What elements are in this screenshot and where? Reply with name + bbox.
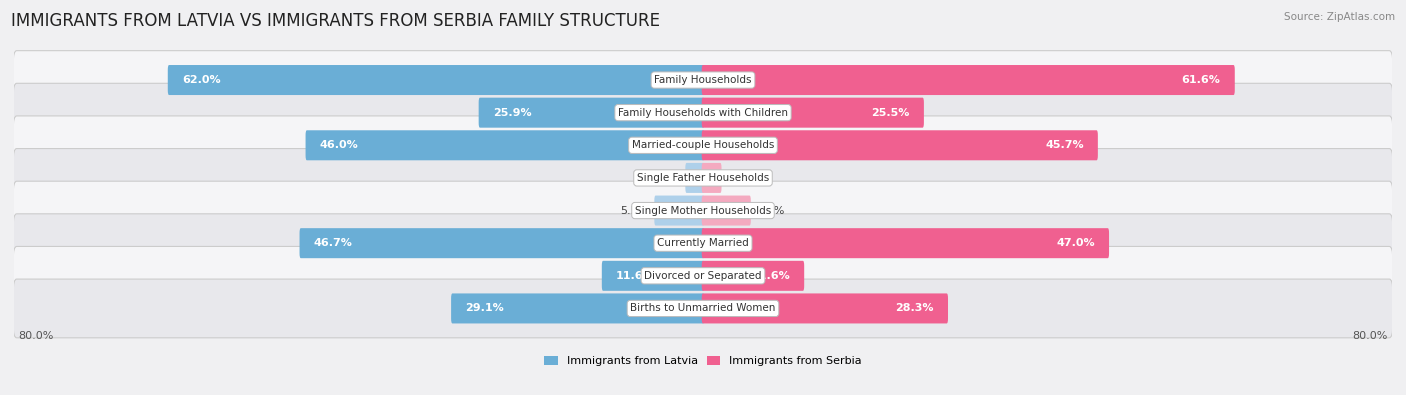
FancyBboxPatch shape bbox=[685, 163, 704, 193]
Text: Family Households with Children: Family Households with Children bbox=[619, 108, 787, 118]
FancyBboxPatch shape bbox=[13, 83, 1393, 142]
FancyBboxPatch shape bbox=[305, 130, 704, 160]
Text: 45.7%: 45.7% bbox=[1045, 140, 1084, 150]
Text: 5.5%: 5.5% bbox=[620, 205, 648, 216]
FancyBboxPatch shape bbox=[13, 149, 1393, 207]
Text: 80.0%: 80.0% bbox=[1353, 331, 1388, 341]
Text: 47.0%: 47.0% bbox=[1056, 238, 1095, 248]
Text: IMMIGRANTS FROM LATVIA VS IMMIGRANTS FROM SERBIA FAMILY STRUCTURE: IMMIGRANTS FROM LATVIA VS IMMIGRANTS FRO… bbox=[11, 12, 661, 30]
Text: 1.9%: 1.9% bbox=[651, 173, 679, 183]
Text: 25.9%: 25.9% bbox=[494, 108, 531, 118]
Text: Currently Married: Currently Married bbox=[657, 238, 749, 248]
Text: Married-couple Households: Married-couple Households bbox=[631, 140, 775, 150]
Text: 46.0%: 46.0% bbox=[319, 140, 359, 150]
FancyBboxPatch shape bbox=[702, 261, 804, 291]
FancyBboxPatch shape bbox=[13, 246, 1393, 305]
Text: 29.1%: 29.1% bbox=[465, 303, 505, 314]
FancyBboxPatch shape bbox=[702, 163, 721, 193]
Text: Single Father Households: Single Father Households bbox=[637, 173, 769, 183]
FancyBboxPatch shape bbox=[702, 228, 1109, 258]
Text: 2.0%: 2.0% bbox=[727, 173, 755, 183]
Text: 62.0%: 62.0% bbox=[181, 75, 221, 85]
Text: Single Mother Households: Single Mother Households bbox=[636, 205, 770, 216]
FancyBboxPatch shape bbox=[13, 181, 1393, 240]
FancyBboxPatch shape bbox=[299, 228, 704, 258]
Text: Divorced or Separated: Divorced or Separated bbox=[644, 271, 762, 281]
Text: Source: ZipAtlas.com: Source: ZipAtlas.com bbox=[1284, 12, 1395, 22]
Text: 80.0%: 80.0% bbox=[18, 331, 53, 341]
FancyBboxPatch shape bbox=[451, 293, 704, 324]
FancyBboxPatch shape bbox=[478, 98, 704, 128]
FancyBboxPatch shape bbox=[702, 65, 1234, 95]
Text: 5.4%: 5.4% bbox=[756, 205, 785, 216]
FancyBboxPatch shape bbox=[167, 65, 704, 95]
FancyBboxPatch shape bbox=[13, 279, 1393, 338]
FancyBboxPatch shape bbox=[13, 116, 1393, 175]
FancyBboxPatch shape bbox=[702, 130, 1098, 160]
Text: Family Households: Family Households bbox=[654, 75, 752, 85]
FancyBboxPatch shape bbox=[654, 196, 704, 226]
FancyBboxPatch shape bbox=[602, 261, 704, 291]
FancyBboxPatch shape bbox=[13, 214, 1393, 273]
Text: 28.3%: 28.3% bbox=[896, 303, 934, 314]
FancyBboxPatch shape bbox=[702, 196, 751, 226]
Text: Births to Unmarried Women: Births to Unmarried Women bbox=[630, 303, 776, 314]
Text: 25.5%: 25.5% bbox=[872, 108, 910, 118]
FancyBboxPatch shape bbox=[702, 293, 948, 324]
FancyBboxPatch shape bbox=[702, 98, 924, 128]
Text: 46.7%: 46.7% bbox=[314, 238, 353, 248]
FancyBboxPatch shape bbox=[13, 51, 1393, 109]
Legend: Immigrants from Latvia, Immigrants from Serbia: Immigrants from Latvia, Immigrants from … bbox=[544, 356, 862, 366]
Text: 11.6%: 11.6% bbox=[616, 271, 655, 281]
Text: 11.6%: 11.6% bbox=[751, 271, 790, 281]
Text: 61.6%: 61.6% bbox=[1181, 75, 1220, 85]
